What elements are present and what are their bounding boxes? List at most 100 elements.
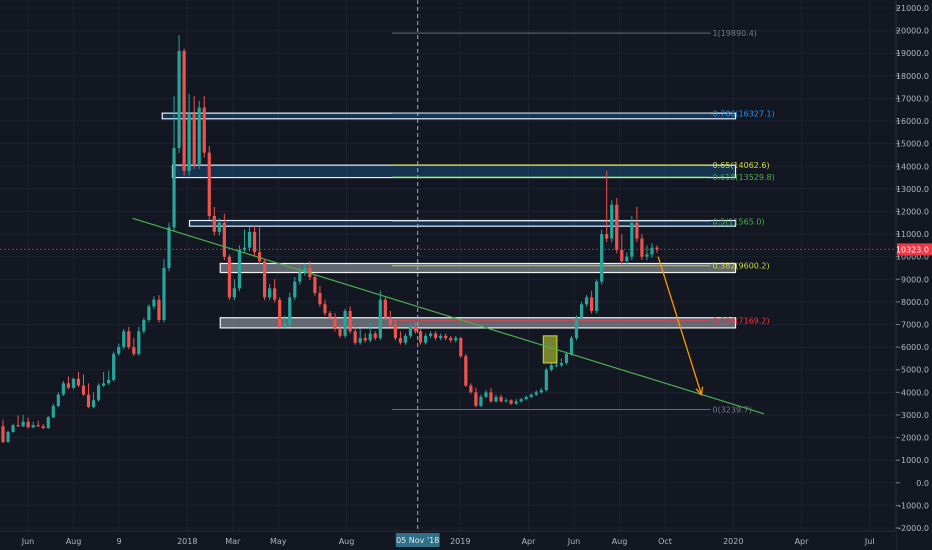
candle[interactable] (655, 245, 659, 253)
candle[interactable] (328, 310, 332, 321)
candle[interactable] (408, 324, 413, 339)
candle[interactable] (509, 399, 513, 405)
candle[interactable] (519, 398, 523, 403)
candle[interactable] (343, 308, 347, 339)
projection-arrow[interactable] (657, 256, 704, 397)
candle[interactable] (247, 227, 252, 252)
candle[interactable] (333, 313, 337, 332)
candle[interactable] (650, 243, 654, 258)
candle[interactable] (383, 297, 387, 321)
candle[interactable] (26, 417, 30, 429)
candle[interactable] (373, 331, 377, 341)
candle[interactable] (464, 353, 468, 388)
candle[interactable] (102, 372, 106, 388)
candle[interactable] (117, 343, 121, 356)
candle[interactable] (579, 301, 584, 321)
candle[interactable] (574, 315, 579, 341)
candle[interactable] (595, 279, 599, 314)
candle[interactable] (489, 387, 493, 403)
candle[interactable] (278, 297, 282, 330)
candle[interactable] (454, 335, 458, 343)
candle[interactable] (263, 258, 267, 301)
candle[interactable] (474, 387, 478, 408)
candle[interactable] (544, 367, 548, 392)
candle[interactable] (41, 424, 45, 429)
candle[interactable] (358, 329, 362, 345)
candle[interactable] (177, 35, 181, 154)
candle[interactable] (152, 296, 156, 310)
candle[interactable] (268, 283, 272, 301)
candle[interactable] (21, 414, 25, 428)
candle[interactable] (569, 335, 574, 356)
candle[interactable] (217, 218, 221, 236)
candle[interactable] (91, 392, 96, 409)
candle[interactable] (36, 420, 40, 428)
candle[interactable] (313, 274, 317, 296)
candlestick-series[interactable] (1, 35, 659, 443)
candle[interactable] (127, 326, 131, 350)
candle[interactable] (640, 234, 644, 261)
candle[interactable] (610, 200, 614, 243)
candle[interactable] (142, 317, 146, 334)
candle[interactable] (293, 277, 297, 301)
candle[interactable] (222, 213, 226, 261)
candle[interactable] (288, 292, 292, 327)
candle[interactable] (298, 265, 302, 285)
candle[interactable] (625, 252, 629, 265)
candle[interactable] (434, 331, 438, 341)
candle[interactable] (418, 329, 423, 345)
candle[interactable] (479, 394, 483, 408)
candle[interactable] (283, 315, 287, 330)
candle[interactable] (423, 333, 428, 345)
candle[interactable] (584, 295, 589, 307)
candle[interactable] (559, 358, 564, 367)
candle[interactable] (257, 227, 262, 265)
candle[interactable] (212, 206, 216, 236)
trendline[interactable] (132, 217, 765, 415)
candle[interactable] (318, 286, 322, 307)
support-resistance-zones[interactable] (161, 112, 737, 329)
support-zone[interactable] (219, 262, 737, 274)
candle[interactable] (132, 338, 136, 356)
candle[interactable] (157, 295, 161, 323)
candle[interactable] (197, 100, 201, 169)
candle[interactable] (252, 225, 257, 256)
candle[interactable] (449, 335, 453, 343)
candle[interactable] (96, 383, 101, 402)
candle[interactable] (645, 245, 649, 261)
candle[interactable] (303, 263, 307, 276)
candle[interactable] (378, 290, 382, 341)
candle[interactable] (71, 377, 76, 390)
candle[interactable] (615, 197, 619, 254)
arrow-shaft[interactable] (657, 256, 703, 395)
candle[interactable] (388, 310, 392, 327)
candle[interactable] (484, 390, 488, 399)
candle[interactable] (46, 416, 50, 429)
candle[interactable] (308, 261, 312, 281)
candle[interactable] (338, 324, 342, 339)
candle[interactable] (66, 376, 70, 390)
candle[interactable] (76, 372, 81, 388)
candle[interactable] (529, 393, 533, 399)
candle[interactable] (635, 206, 639, 243)
price-axis-panel[interactable] (896, 0, 932, 550)
candle[interactable] (237, 245, 242, 292)
candle[interactable] (494, 394, 498, 403)
candle[interactable] (86, 383, 91, 409)
candle[interactable] (81, 374, 86, 396)
candle[interactable] (630, 216, 634, 261)
support-zone[interactable] (219, 317, 737, 329)
candle[interactable] (499, 394, 503, 403)
candle[interactable] (549, 362, 553, 372)
candle[interactable] (137, 326, 141, 356)
candle[interactable] (524, 395, 528, 401)
candle[interactable] (56, 392, 60, 408)
candle[interactable] (6, 430, 10, 443)
resistance-zone[interactable] (188, 219, 737, 227)
candle[interactable] (439, 333, 443, 341)
candle[interactable] (469, 383, 473, 394)
candle[interactable] (398, 331, 403, 345)
candle[interactable] (348, 306, 352, 334)
fibonacci-retracement[interactable]: 1(19890.4) 0.786(16327.1) 0.65(14062.6) 0.6… (392, 29, 775, 415)
